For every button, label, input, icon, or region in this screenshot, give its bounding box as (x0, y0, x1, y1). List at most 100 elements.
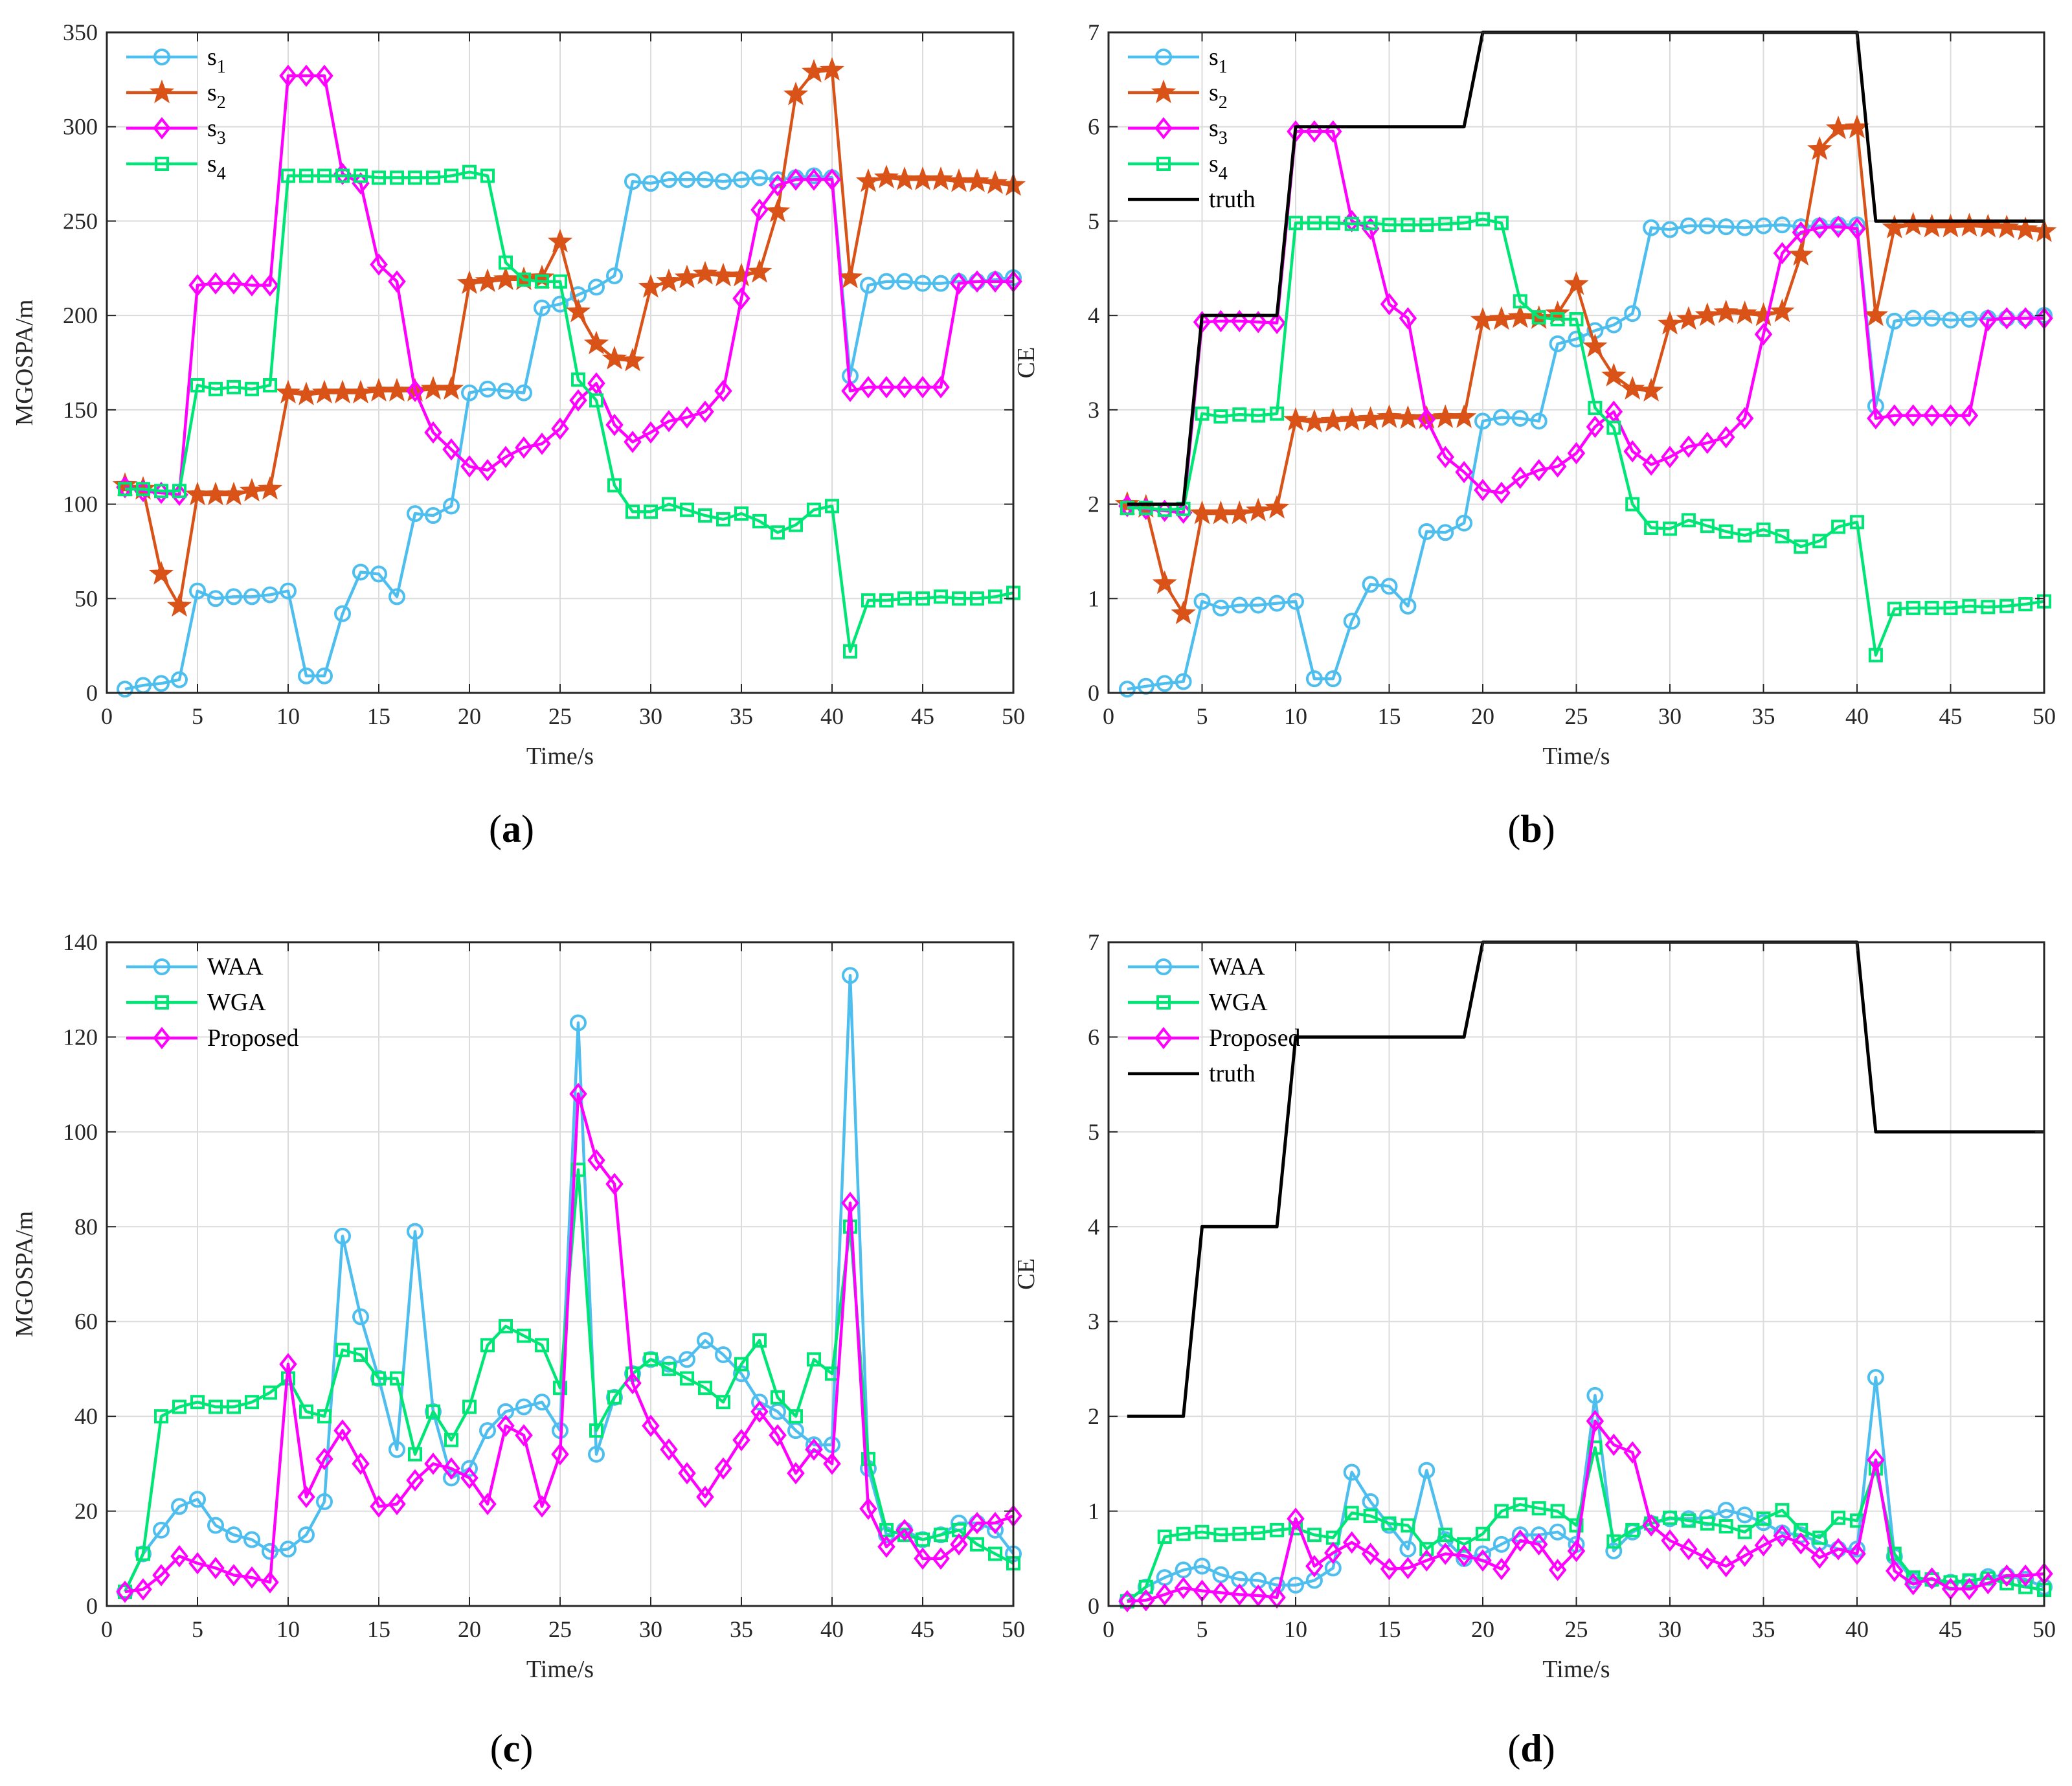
data-point-s1 (1305, 670, 1323, 688)
data-point-s1 (1904, 310, 1922, 327)
data-point-s4 (1138, 501, 1153, 515)
legend-label: Proposed (1209, 1024, 1300, 1052)
data-point-s3 (225, 272, 243, 295)
x-axis-label: Time/s (1542, 743, 1610, 770)
data-point-s4 (426, 170, 440, 185)
data-point-s4 (734, 506, 749, 521)
data-point-s1 (316, 667, 333, 684)
data-point-WGA (462, 1399, 477, 1414)
data-point-s3 (1829, 215, 1847, 238)
x-tick-label: 20 (1471, 703, 1494, 729)
data-point-s4 (1663, 521, 1677, 536)
x-tick-label: 10 (1284, 703, 1307, 729)
data-point-s1 (697, 171, 714, 188)
data-point-WGA (607, 1390, 622, 1405)
data-point-Proposed (1605, 1433, 1623, 1456)
data-point-s1 (1399, 597, 1417, 615)
data-point-Proposed (1680, 1537, 1698, 1561)
data-point-s4 (1363, 216, 1378, 231)
data-point-s3 (1998, 307, 2016, 330)
data-point-WGA (771, 1390, 785, 1405)
data-point-Proposed (1305, 1555, 1323, 1577)
data-point-s1 (715, 173, 732, 190)
legend-marker-s1 (153, 49, 170, 65)
data-point-WGA (1513, 1497, 1527, 1512)
data-point-s3 (1922, 404, 1941, 427)
data-point-s3 (1941, 404, 1960, 427)
data-point-s4 (807, 503, 821, 517)
data-point-WAA (1287, 1576, 1304, 1594)
data-point-s3 (1417, 408, 1436, 431)
data-point-s4 (970, 591, 984, 606)
series-line-truth (1127, 30, 2044, 506)
legend-label: s2 (207, 79, 226, 113)
data-point-s3 (750, 198, 769, 221)
data-point-s1 (425, 507, 442, 525)
y-tick-label: 200 (63, 302, 98, 328)
data-point-s3 (479, 458, 497, 482)
x-tick-label: 30 (1658, 703, 1682, 729)
chart-panel-c: 0 5 10 15 20 25 30 35 40 45 50 0 20 40 60 80 100 120 140 Ti… (11, 929, 1025, 1770)
x-axis-label: Time/s (526, 1656, 594, 1683)
x-tick-label: 45 (1939, 703, 1963, 729)
data-point-Proposed (1361, 1543, 1380, 1565)
data-point-s3 (1586, 415, 1605, 438)
data-point-s1 (117, 681, 133, 698)
data-point-s2 (166, 593, 192, 617)
data-point-Proposed (352, 1453, 370, 1475)
y-tick-label: 250 (63, 208, 98, 234)
data-point-s2 (1601, 363, 1627, 387)
data-point-WGA (680, 1371, 694, 1386)
data-point-s1 (878, 273, 895, 290)
y-axis-label: MGOSPA/m (11, 1211, 38, 1337)
data-point-WGA (1962, 1573, 1977, 1588)
data-point-s2 (819, 57, 845, 81)
data-point-Proposed (1886, 1559, 1904, 1583)
data-point-s1 (860, 277, 877, 294)
data-point-Proposed (134, 1578, 152, 1601)
data-point-WGA (136, 1546, 150, 1561)
data-point-s3 (1717, 425, 1735, 449)
data-point-s2 (692, 260, 718, 285)
data-point-s1 (1643, 219, 1660, 236)
data-point-Proposed (1904, 1573, 1922, 1596)
data-point-s1 (1774, 216, 1791, 234)
data-point-s4 (1625, 497, 1640, 512)
data-point-s3 (805, 168, 823, 191)
data-point-s2 (1620, 376, 1645, 400)
data-point-WAA (207, 1517, 224, 1534)
legend-label: WGA (1209, 989, 1268, 1016)
data-point-s3 (1474, 479, 1492, 501)
data-point-s2 (1564, 271, 1589, 295)
y-tick-label: 7 (1088, 19, 1099, 45)
y-tick-label: 0 (86, 680, 98, 706)
data-point-s3 (1886, 404, 1904, 427)
data-point-s4 (462, 164, 477, 179)
data-point-s1 (1511, 409, 1529, 427)
data-point-s3 (1754, 323, 1773, 346)
data-point-s4 (1943, 600, 1958, 615)
data-point-s1 (1605, 316, 1623, 333)
data-point-s1 (1418, 523, 1436, 540)
x-tick-label: 0 (1103, 1616, 1114, 1642)
data-point-s2 (1246, 497, 1271, 522)
data-point-Proposed (678, 1462, 696, 1485)
data-point-s4 (372, 170, 386, 185)
data-point-s3 (986, 270, 1004, 293)
data-point-s3 (914, 376, 932, 399)
data-point-s1 (1380, 578, 1398, 595)
data-point-Proposed (333, 1419, 352, 1442)
data-point-Proposed (1529, 1533, 1548, 1556)
data-point-Proposed (696, 1486, 714, 1508)
data-point-Proposed (1848, 1543, 1866, 1565)
data-point-s2 (1283, 407, 1309, 431)
data-point-s3 (497, 446, 515, 468)
data-point-s3 (968, 270, 986, 293)
data-point-s3 (1249, 311, 1267, 333)
legend: WAA WGA Proposed (126, 953, 298, 1052)
data-point-s1 (1175, 673, 1192, 690)
data-point-s4 (1588, 400, 1603, 415)
data-point-WGA (1363, 1508, 1378, 1523)
data-point-s3 (1810, 216, 1829, 239)
x-tick-label: 45 (911, 1616, 934, 1642)
